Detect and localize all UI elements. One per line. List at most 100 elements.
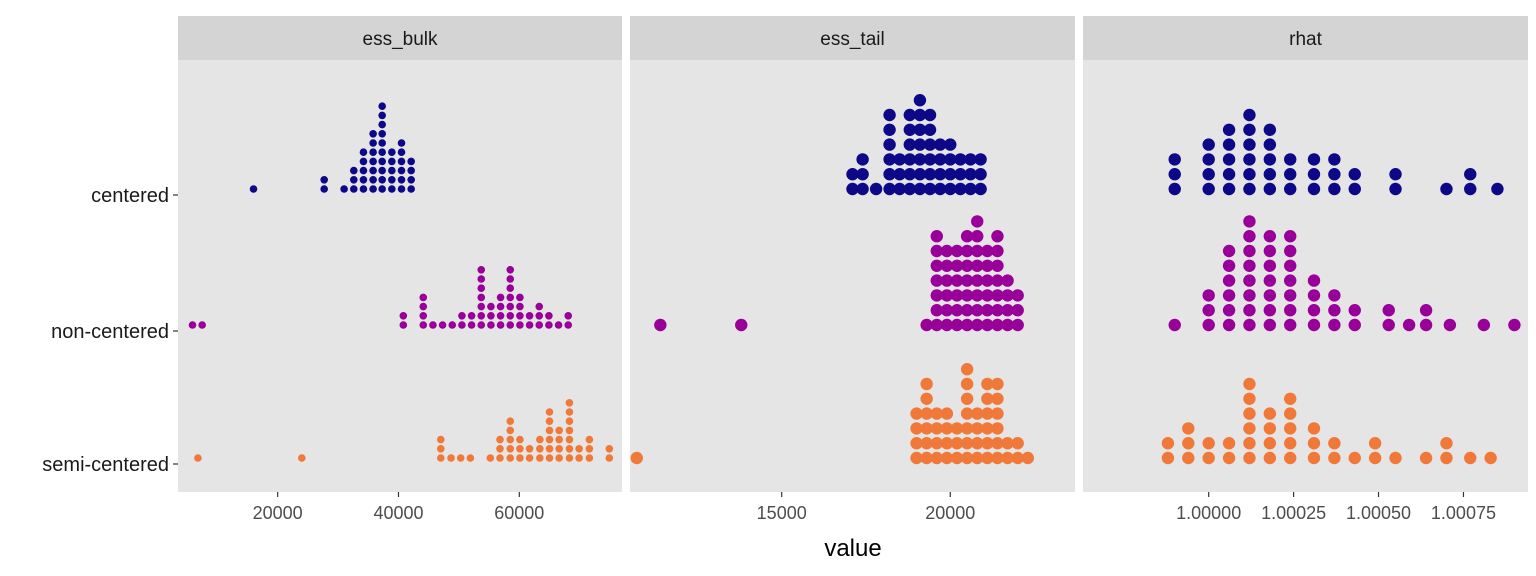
dot-rhat-centered xyxy=(1243,182,1256,196)
dot-ess_tail-centered xyxy=(964,182,977,196)
panel-bg-rhat xyxy=(1083,60,1528,492)
dot-rhat-non-centered xyxy=(1222,318,1236,332)
dot-ess_bulk-semi-centered xyxy=(516,435,524,444)
dot-ess_bulk-semi-centered xyxy=(545,445,554,453)
dot-ess_tail-non-centered xyxy=(930,274,943,287)
dot-rhat-semi-centered xyxy=(1243,377,1256,391)
dot-ess_bulk-centered xyxy=(249,185,258,193)
dot-rhat-semi-centered xyxy=(1263,422,1277,435)
dot-rhat-non-centered xyxy=(1307,274,1321,287)
dot-rhat-non-centered xyxy=(1419,304,1433,317)
dot-rhat-centered xyxy=(1168,168,1181,181)
dot-rhat-non-centered xyxy=(1284,244,1297,258)
dot-rhat-centered xyxy=(1328,182,1341,196)
dot-ess_tail-centered xyxy=(944,138,957,151)
dot-rhat-non-centered xyxy=(1243,230,1256,243)
dot-rhat-semi-centered xyxy=(1440,451,1453,465)
dot-ess_tail-semi-centered xyxy=(910,422,923,435)
dot-ess_bulk-semi-centered xyxy=(575,445,583,453)
dot-ess_bulk-centered xyxy=(369,185,377,193)
dot-ess_tail-non-centered xyxy=(950,289,964,302)
dot-ess_tail-non-centered xyxy=(991,244,1004,258)
dot-ess_bulk-semi-centered xyxy=(525,454,534,462)
dot-ess_bulk-non-centered xyxy=(554,321,563,329)
dot-rhat-centered xyxy=(1222,168,1236,181)
dot-ess_tail-semi-centered xyxy=(991,451,1004,465)
dot-rhat-semi-centered xyxy=(1243,451,1256,465)
dot-ess_tail-semi-centered xyxy=(981,451,994,465)
dot-ess_tail-semi-centered xyxy=(981,437,994,450)
x-tick-label-rhat: 1.00000 xyxy=(1176,503,1241,523)
dot-rhat-semi-centered xyxy=(1243,437,1256,450)
dot-rhat-semi-centered xyxy=(1222,437,1236,450)
dot-ess_tail-non-centered xyxy=(930,304,943,317)
dot-ess_tail-centered xyxy=(883,123,896,136)
dot-ess_tail-semi-centered xyxy=(1001,437,1014,450)
dot-ess_bulk-non-centered xyxy=(525,321,534,329)
dot-ess_tail-centered xyxy=(893,168,906,181)
dot-ess_bulk-semi-centered xyxy=(565,408,574,416)
dot-ess_tail-centered xyxy=(974,153,987,166)
dot-ess_bulk-centered xyxy=(407,157,415,166)
dot-ess_tail-centered xyxy=(964,168,977,181)
dot-ess_tail-non-centered xyxy=(981,259,994,272)
dot-ess_bulk-non-centered xyxy=(535,312,544,320)
dot-ess_tail-semi-centered xyxy=(1021,451,1035,465)
dot-ess_tail-non-centered xyxy=(950,244,964,258)
dot-rhat-centered xyxy=(1222,182,1236,196)
dot-ess_tail-centered xyxy=(933,182,947,196)
dot-ess_bulk-centered xyxy=(407,185,415,193)
dot-ess_bulk-semi-centered xyxy=(496,435,504,444)
dot-ess_tail-centered xyxy=(913,153,927,166)
dot-ess_tail-centered xyxy=(933,153,947,166)
dot-rhat-semi-centered xyxy=(1368,451,1382,465)
dot-ess_tail-centered xyxy=(883,153,896,166)
dot-ess_tail-centered xyxy=(923,108,937,122)
dot-ess_tail-semi-centered xyxy=(960,363,974,376)
dot-rhat-non-centered xyxy=(1263,274,1277,287)
dot-ess_tail-non-centered xyxy=(735,318,748,332)
dot-ess_tail-semi-centered xyxy=(1011,451,1024,465)
dot-ess_tail-non-centered xyxy=(960,244,974,258)
dot-ess_bulk-non-centered xyxy=(438,321,447,329)
dot-ess_tail-semi-centered xyxy=(971,437,984,450)
dot-ess_tail-non-centered xyxy=(930,244,943,258)
x-tick-label-ess_tail: 20000 xyxy=(925,503,975,523)
dot-ess_tail-semi-centered xyxy=(960,407,974,420)
dot-rhat-non-centered xyxy=(1284,304,1297,317)
dot-rhat-non-centered xyxy=(1419,318,1433,332)
dot-rhat-semi-centered xyxy=(1202,451,1215,465)
dot-rhat-semi-centered xyxy=(1284,407,1297,420)
dot-ess_tail-centered xyxy=(923,168,937,181)
dot-ess_bulk-centered xyxy=(369,130,377,138)
dot-ess_tail-centered xyxy=(923,153,937,166)
dot-ess_bulk-semi-centered xyxy=(466,454,475,462)
dot-ess_bulk-centered xyxy=(340,185,348,193)
dot-ess_bulk-semi-centered xyxy=(605,445,614,453)
dot-rhat-semi-centered xyxy=(1284,437,1297,450)
dot-rhat-non-centered xyxy=(1263,259,1277,272)
dot-rhat-semi-centered xyxy=(1243,407,1256,420)
dot-ess_bulk-non-centered xyxy=(516,293,524,302)
dot-ess_tail-semi-centered xyxy=(960,392,974,405)
dot-ess_tail-centered xyxy=(954,153,967,166)
dot-ess_tail-centered xyxy=(856,153,869,166)
dot-ess_tail-centered xyxy=(964,153,977,166)
dot-ess_tail-semi-centered xyxy=(981,407,994,420)
dot-ess_bulk-semi-centered xyxy=(486,454,495,462)
dot-ess_bulk-semi-centered xyxy=(585,454,594,462)
dot-rhat-non-centered xyxy=(1382,304,1395,317)
dot-ess_tail-semi-centered xyxy=(940,437,954,450)
dot-ess_bulk-centered xyxy=(407,166,415,175)
dot-rhat-centered xyxy=(1284,182,1297,196)
dot-rhat-non-centered xyxy=(1382,318,1395,332)
dot-ess_bulk-non-centered xyxy=(419,293,428,302)
dot-ess_bulk-centered xyxy=(397,157,406,166)
dot-rhat-centered xyxy=(1263,138,1277,151)
dot-ess_tail-non-centered xyxy=(950,259,964,272)
dot-ess_bulk-non-centered xyxy=(496,312,505,320)
dot-rhat-centered xyxy=(1440,182,1453,196)
dot-rhat-centered xyxy=(1464,182,1477,196)
dot-rhat-semi-centered xyxy=(1222,451,1236,465)
y-category-label-semi-centered: semi-centered xyxy=(42,454,169,476)
